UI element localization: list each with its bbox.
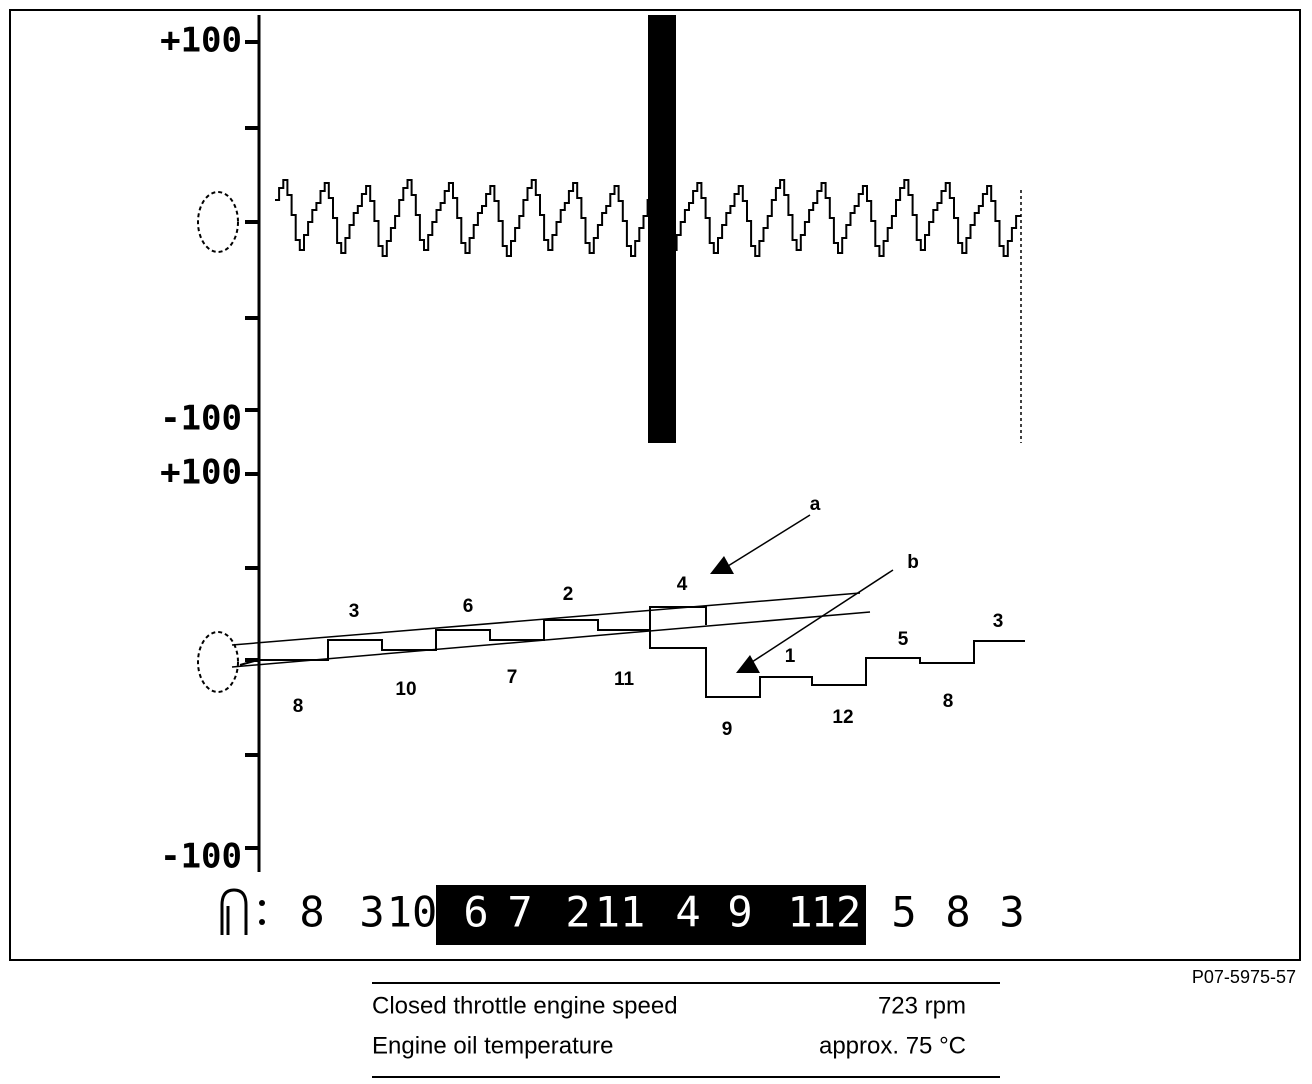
cylinder-label: 3	[349, 601, 360, 622]
firing-order-number: 6	[463, 888, 488, 937]
firing-order-number: 8	[945, 888, 970, 937]
cylinder-label: 8	[293, 696, 304, 717]
cylinder-label: 8	[943, 691, 954, 712]
upper-waveform	[275, 179, 1021, 257]
cylinder-label: 1	[785, 646, 796, 667]
cylinder-label: 4	[677, 574, 688, 595]
annotation: b	[907, 552, 919, 573]
caption-value: 723 rpm	[878, 992, 966, 1019]
cylinder-label: 10	[395, 679, 416, 700]
firing-order-number: 1	[787, 888, 812, 937]
cylinder-icon	[220, 888, 248, 935]
zero-symbol	[197, 191, 239, 253]
colon-dot	[259, 919, 265, 925]
firing-order-number: 10	[387, 888, 438, 937]
firing-order-number: 3	[359, 888, 384, 937]
firing-order-number: 8	[299, 888, 324, 937]
cylinder-label: 5	[898, 629, 909, 650]
firing-order-number: 12	[811, 888, 862, 937]
firing-order-number: 2	[565, 888, 590, 937]
cylinder-label: 12	[832, 707, 853, 728]
arrow	[751, 569, 894, 663]
cylinder-label: 7	[507, 667, 518, 688]
colon-dot	[259, 900, 265, 906]
cursor-bar	[648, 15, 676, 443]
annotation: a	[810, 494, 821, 515]
scale-label: +100	[160, 453, 242, 493]
firing-order-number: 3	[999, 888, 1024, 937]
axis-ticks	[245, 40, 259, 850]
cylinder-label: 9	[722, 719, 733, 740]
scale-label: +100	[160, 21, 242, 61]
reference-line	[231, 592, 861, 646]
arrow-head	[710, 556, 734, 574]
figure-code: P07-5975-57	[1192, 967, 1296, 987]
zero-symbol	[197, 631, 239, 693]
cylinder-label: 3	[993, 611, 1004, 632]
reference-line	[231, 611, 871, 668]
firing-order-number: 9	[727, 888, 752, 937]
firing-order-number: 11	[595, 888, 646, 937]
lower-trace	[239, 606, 1025, 698]
cylinder-label: 6	[463, 596, 474, 617]
cylinder-label: 2	[563, 584, 574, 605]
screen-frame	[9, 9, 1301, 961]
scale-label: -100	[160, 399, 242, 439]
caption-label: Closed throttle engine speed	[372, 992, 678, 1019]
scale-label: -100	[160, 837, 242, 877]
firing-order-number: 4	[675, 888, 700, 937]
arrow-head	[736, 655, 760, 673]
caption-label: Engine oil temperature	[372, 1032, 613, 1059]
firing-order-number: 7	[507, 888, 532, 937]
firing-order-number: 5	[891, 888, 916, 937]
highlight-band	[436, 885, 866, 945]
arrow	[727, 514, 811, 567]
caption-value: approx. 75 °C	[819, 1032, 966, 1059]
cylinder-label: 11	[614, 669, 635, 690]
